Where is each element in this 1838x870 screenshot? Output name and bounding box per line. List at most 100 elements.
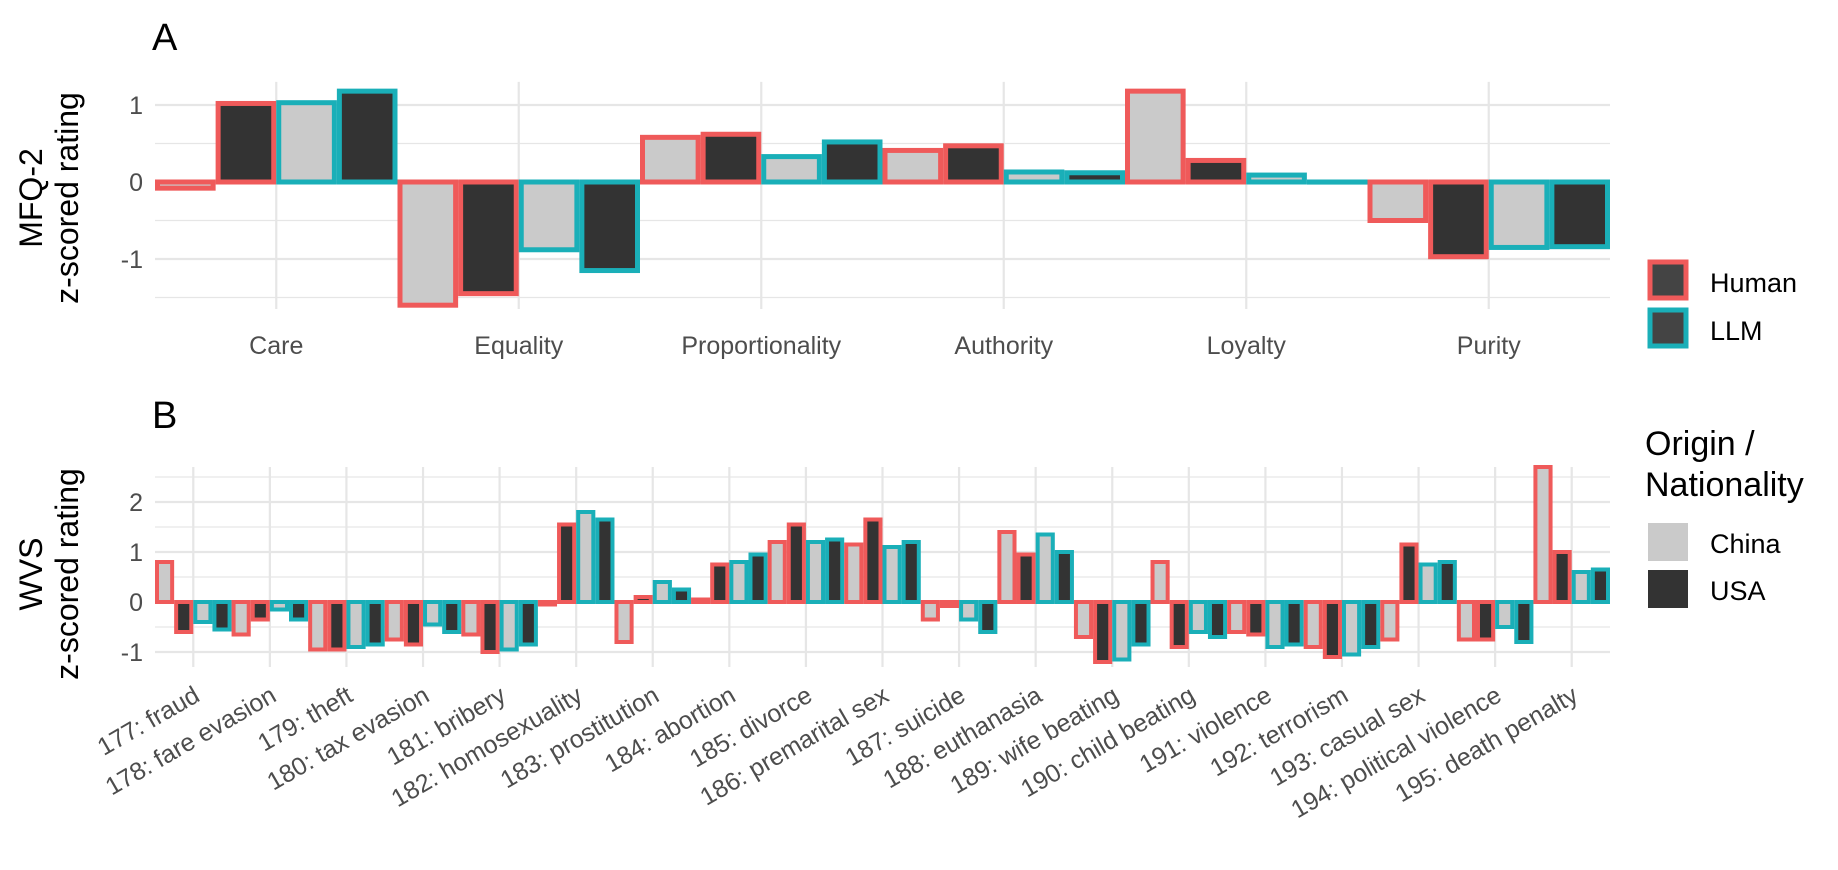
x-tick-label: Purity: [1457, 332, 1521, 360]
legend-llm-key: [1647, 307, 1689, 349]
bar-llm-usa: [1549, 179, 1610, 250]
bar-human-usa: [458, 179, 519, 297]
bar-human-usa: [1322, 600, 1342, 659]
legend-origin: Origin / Nationality China USA: [1645, 425, 1804, 608]
bar-human-china: [920, 600, 940, 622]
bar-human-usa: [1428, 179, 1489, 260]
bar-human-china: [1533, 465, 1553, 604]
bar-human-china: [614, 600, 634, 644]
bar-llm-china: [1265, 600, 1285, 649]
panel-a-label: A: [152, 17, 178, 59]
bar-llm-china: [1188, 600, 1208, 634]
bar-human-china: [231, 600, 251, 637]
panel-a-y-ticks: 1 0 -1: [121, 92, 143, 274]
bar-human-china: [308, 600, 328, 652]
bar-human-usa: [939, 600, 960, 608]
bar-human-usa: [863, 517, 883, 604]
bar-llm-usa: [1514, 600, 1534, 644]
y-tick-label: -1: [121, 246, 143, 274]
y-tick-label: 0: [129, 169, 143, 197]
bar-llm-china: [1246, 172, 1307, 185]
bar-llm-usa: [442, 600, 462, 634]
bar-human-usa: [710, 562, 730, 604]
bar-llm-usa: [1064, 170, 1125, 185]
bar-human-usa: [174, 600, 194, 634]
bar-human-china: [155, 179, 216, 191]
bar-llm-china: [1571, 570, 1591, 604]
panel-a-ylabel-line1: MFQ-2: [13, 148, 49, 248]
bar-human-china: [1125, 88, 1186, 185]
bar-human-usa: [1016, 552, 1036, 604]
bar-human-china: [640, 134, 701, 185]
bar-human-usa: [1552, 550, 1572, 604]
bar-human-china: [767, 540, 787, 604]
bar-llm-china: [1488, 179, 1550, 250]
legend-usa-key: [1648, 570, 1688, 608]
bar-llm-china: [193, 600, 213, 624]
panel-b-ylabel-line1: WVS: [13, 538, 49, 611]
x-tick-label: Care: [249, 332, 303, 360]
bar-human-china: [537, 600, 558, 607]
bar-human-usa: [327, 600, 347, 652]
bar-llm-china: [276, 100, 337, 185]
y-tick-label: 1: [129, 92, 143, 120]
bar-human-usa: [215, 100, 277, 185]
x-tick-label: Proportionality: [681, 332, 841, 360]
bar-llm-usa: [595, 517, 615, 604]
bar-human-usa: [480, 600, 500, 654]
bar-llm-usa: [748, 552, 768, 604]
bar-llm-usa: [978, 600, 998, 634]
bar-human-usa: [633, 595, 653, 604]
bar-llm-usa: [1054, 550, 1074, 604]
y-tick-label: -1: [121, 639, 143, 667]
bar-llm-china: [518, 179, 580, 253]
panel-a-x-ticks: Care Equality Proportionality Authority Loya…: [249, 332, 1521, 360]
bar-llm-usa: [1361, 600, 1381, 649]
bar-llm-china: [1495, 600, 1515, 629]
bar-llm-china: [576, 510, 596, 604]
bar-human-usa: [1246, 600, 1266, 637]
bar-llm-china: [959, 600, 979, 622]
bar-llm-china: [269, 600, 290, 612]
bar-llm-china: [729, 560, 749, 604]
bar-human-china: [1073, 600, 1094, 639]
bar-human-usa: [700, 131, 762, 185]
bar-llm-usa: [671, 587, 692, 604]
bar-human-china: [461, 600, 481, 637]
bar-human-china: [1150, 560, 1170, 604]
bar-llm-china: [423, 600, 443, 627]
legend-llm-label: LLM: [1710, 316, 1763, 346]
bar-human-china: [397, 179, 459, 308]
bar-llm-usa: [821, 139, 883, 185]
bar-human-china: [844, 542, 864, 604]
bar-llm-china: [499, 600, 519, 652]
bar-llm-china: [761, 154, 822, 185]
bar-llm-usa: [579, 179, 640, 274]
bar-llm-usa: [518, 600, 538, 647]
x-tick-label: Loyalty: [1207, 332, 1287, 360]
bar-llm-usa: [1590, 567, 1610, 604]
bar-human-china: [155, 560, 175, 604]
panel-b-bars: [155, 465, 1610, 664]
bar-llm-china: [346, 600, 366, 649]
panel-a-mfq2: A 1 0 -1 Care Equality Proportionality Author…: [13, 17, 1610, 360]
legend-origin-title-line1: Origin /: [1645, 425, 1755, 463]
bar-llm-usa: [1207, 600, 1228, 639]
bar-llm-china: [1112, 600, 1132, 662]
bar-human-usa: [943, 143, 1004, 185]
bar-llm-usa: [1437, 560, 1457, 604]
y-tick-label: 2: [129, 489, 143, 517]
bar-llm-usa: [289, 600, 309, 622]
bar-human-usa: [1475, 600, 1496, 642]
bar-human-usa: [1399, 542, 1419, 604]
legend-human-label: Human: [1710, 268, 1797, 298]
y-tick-label: 0: [129, 589, 143, 617]
panel-b-label: B: [152, 395, 177, 437]
legend-origin-title-line2: Nationality: [1645, 466, 1804, 504]
bar-human-usa: [1093, 600, 1113, 664]
bar-human-china: [1380, 600, 1400, 642]
bar-llm-china: [1418, 562, 1438, 604]
